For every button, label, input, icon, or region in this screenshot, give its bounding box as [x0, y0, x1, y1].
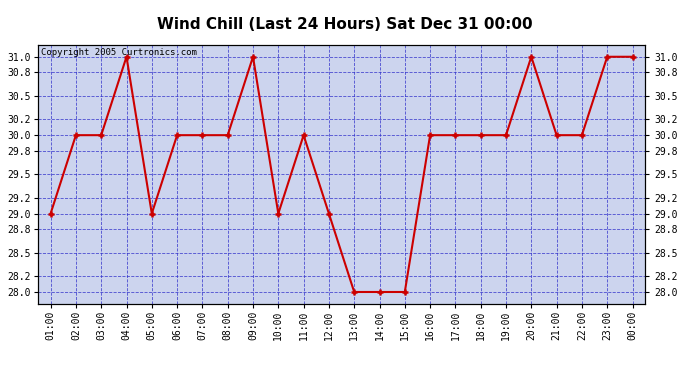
- Text: Wind Chill (Last 24 Hours) Sat Dec 31 00:00: Wind Chill (Last 24 Hours) Sat Dec 31 00…: [157, 17, 533, 32]
- Text: Copyright 2005 Curtronics.com: Copyright 2005 Curtronics.com: [41, 48, 197, 57]
